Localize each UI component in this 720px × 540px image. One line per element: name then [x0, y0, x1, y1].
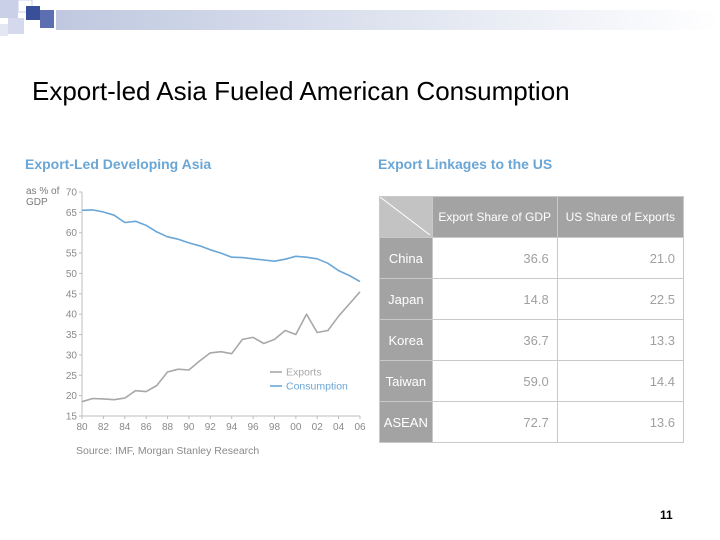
line-chart-title: Export-Led Developing Asia: [25, 156, 212, 172]
column-header-us-share: US Share of Exports: [556, 196, 685, 238]
y-tick-label: 30: [66, 350, 78, 361]
corner-diagonal: [380, 197, 430, 235]
table-cell: 14.8: [431, 278, 558, 320]
table-title: Export Linkages to the US: [378, 156, 553, 172]
y-tick-label: 25: [66, 371, 78, 382]
series-line-consumption: [81, 209, 361, 283]
x-tick-label: 98: [269, 422, 281, 433]
y-tick-label: 20: [66, 391, 78, 402]
table-cell: 14.4: [556, 360, 685, 402]
header-decoration: [0, 0, 720, 36]
slide-title: Export-led Asia Fueled American Consumpt…: [32, 76, 570, 106]
table-corner-cell: [379, 196, 433, 238]
x-tick-label: 00: [290, 422, 302, 433]
row-label: Japan: [379, 278, 433, 320]
table-cell: 13.3: [556, 319, 685, 361]
legend-label-consumption: Consumption: [286, 381, 348, 393]
legend-label-exports: Exports: [286, 367, 322, 379]
x-tick-label: 88: [162, 422, 174, 433]
x-tick-label: 92: [205, 422, 217, 433]
y-tick-label: 55: [66, 249, 78, 260]
y-axis-label-text: as % of GDP: [26, 186, 60, 208]
x-tick-label: 06: [354, 422, 366, 433]
x-tick-label: 02: [312, 422, 324, 433]
x-tick-label: 04: [333, 422, 345, 433]
table-cell: 13.6: [556, 401, 685, 443]
y-tick-label: 60: [66, 228, 78, 239]
table-row: Japan 14.8 22.5: [379, 278, 685, 320]
x-tick-label: 86: [141, 422, 153, 433]
table-row: ASEAN 72.7 13.6: [379, 401, 685, 443]
page-number: 11: [660, 508, 673, 522]
y-tick-label: 45: [66, 289, 78, 300]
table-cell: 21.0: [556, 237, 685, 279]
x-tick-label: 96: [248, 422, 260, 433]
row-label: China: [379, 237, 433, 279]
y-tick-label: 40: [66, 310, 78, 321]
x-tick-label: 94: [226, 422, 238, 433]
x-tick-label: 80: [76, 422, 88, 433]
y-tick-label: 65: [66, 208, 78, 219]
table-cell: 59.0: [431, 360, 558, 402]
x-tick-label: 90: [183, 422, 195, 433]
table-cell: 36.6: [431, 237, 558, 279]
export-linkages-table: Export Share of GDP US Share of Exports …: [379, 196, 685, 443]
series-line-exports: [81, 291, 361, 403]
y-tick-label: 50: [66, 269, 78, 280]
table-cell: 72.7: [431, 401, 558, 443]
row-label: Korea: [379, 319, 433, 361]
x-tick-label: 82: [98, 422, 110, 433]
table-row: Korea 36.7 13.3: [379, 319, 685, 361]
table-cell: 22.5: [556, 278, 685, 320]
chart-source: Source: IMF, Morgan Stanley Research: [76, 445, 259, 457]
y-tick-label: 35: [66, 330, 78, 341]
y-tick-label: 15: [66, 412, 78, 423]
x-tick-label: 84: [119, 422, 131, 433]
row-label: ASEAN: [379, 401, 433, 443]
table-row: Taiwan 59.0 14.4: [379, 360, 685, 402]
y-tick-label: 70: [66, 188, 78, 199]
column-header-export-share: Export Share of GDP: [431, 196, 558, 238]
y-axis-label: as % of GDP: [26, 186, 60, 208]
table-row: China 36.6 21.0: [379, 237, 685, 279]
row-label: Taiwan: [379, 360, 433, 402]
table-cell: 36.7: [431, 319, 558, 361]
